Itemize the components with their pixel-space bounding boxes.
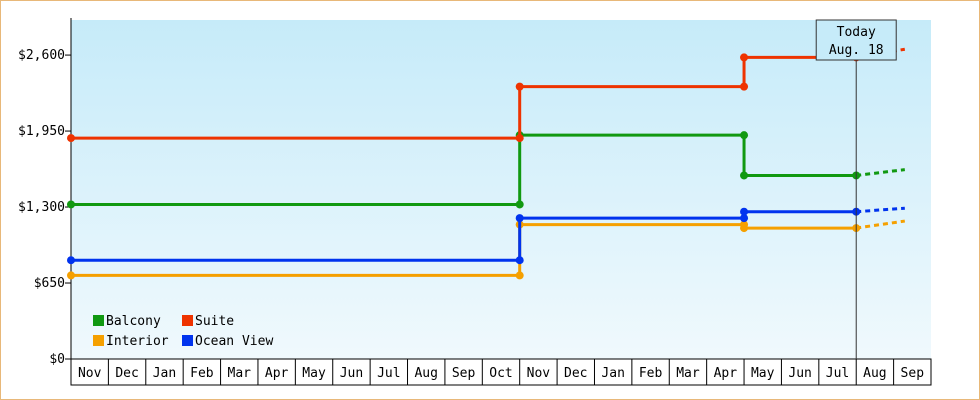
month-label: Sep	[452, 366, 476, 381]
series-projection-balcony	[856, 168, 906, 177]
series-line-interior	[71, 223, 857, 277]
data-point	[740, 214, 749, 223]
data-point	[740, 207, 749, 216]
month-label: Jan	[153, 366, 176, 381]
data-point	[515, 271, 524, 280]
month-label: Sep	[901, 366, 925, 381]
x-axis-band	[70, 358, 932, 386]
series-ocean-view	[67, 206, 905, 265]
legend-swatch-balcony	[93, 315, 104, 326]
y-tick-label: $2,600	[18, 48, 65, 63]
month-label: Mar	[228, 366, 252, 381]
data-point	[515, 134, 524, 143]
month-label: Aug	[863, 366, 886, 381]
month-label: Nov	[527, 366, 551, 381]
legend: Balcony Suite Interior Ocean View	[93, 314, 273, 349]
month-label: Aug	[414, 366, 437, 381]
month-label: May	[751, 366, 775, 381]
today-label: Today	[837, 25, 876, 40]
data-point	[740, 82, 749, 91]
y-axis: $0 $650 $1,300 $1,950 $2,600	[18, 18, 72, 367]
month-label: Feb	[190, 366, 214, 381]
data-point	[515, 214, 524, 223]
data-point	[740, 53, 749, 62]
data-point	[67, 271, 75, 280]
data-point	[67, 134, 75, 143]
month-label: Mar	[676, 366, 700, 381]
series-layer	[67, 47, 906, 280]
today-date: Aug. 18	[829, 43, 884, 58]
series-projection-interior	[856, 219, 906, 230]
plot-area	[71, 20, 931, 359]
month-label: Feb	[639, 366, 663, 381]
series-projection-ocean-view	[856, 206, 905, 214]
y-tick-label: $1,950	[18, 124, 65, 139]
y-tick-label: $1,300	[18, 200, 65, 215]
legend-swatch-interior	[93, 335, 104, 346]
month-label: Jul	[826, 366, 849, 381]
month-label: Dec	[564, 366, 587, 381]
series-line-ocean-view	[71, 210, 857, 262]
legend-label-balcony: Balcony	[106, 314, 161, 329]
data-point	[515, 82, 524, 91]
data-point	[740, 224, 749, 233]
legend-swatch-ocean-view	[182, 335, 193, 346]
series-line-suite	[71, 55, 857, 140]
y-tick-label: $0	[49, 352, 65, 367]
month-label: Oct	[489, 366, 512, 381]
legend-label-suite: Suite	[195, 314, 234, 329]
month-label: Jun	[788, 366, 811, 381]
legend-label-interior: Interior	[106, 334, 169, 349]
data-point	[67, 200, 75, 209]
month-label: Nov	[78, 366, 102, 381]
month-label: Dec	[115, 366, 138, 381]
series-balcony	[67, 131, 906, 209]
month-label: Apr	[714, 366, 738, 381]
month-label: Apr	[265, 366, 289, 381]
today-box	[815, 19, 897, 61]
legend-label-ocean-view: Ocean View	[195, 334, 273, 349]
series-line-balcony	[71, 133, 857, 206]
x-axis: Nov Dec Jan Feb Mar Apr May Jun Jul Aug Sep Oct Nov D…	[70, 358, 932, 386]
today-marker: Today Aug. 18	[815, 19, 897, 359]
data-point	[740, 171, 749, 180]
month-label: Jul	[377, 366, 400, 381]
data-point	[515, 256, 524, 265]
data-point	[67, 256, 75, 265]
y-tick-label: $650	[34, 276, 65, 291]
month-label: May	[302, 366, 326, 381]
month-label: Jan	[601, 366, 624, 381]
data-point	[515, 200, 524, 209]
month-label: Jun	[340, 366, 363, 381]
data-point	[740, 131, 749, 140]
legend-swatch-suite	[182, 315, 193, 326]
